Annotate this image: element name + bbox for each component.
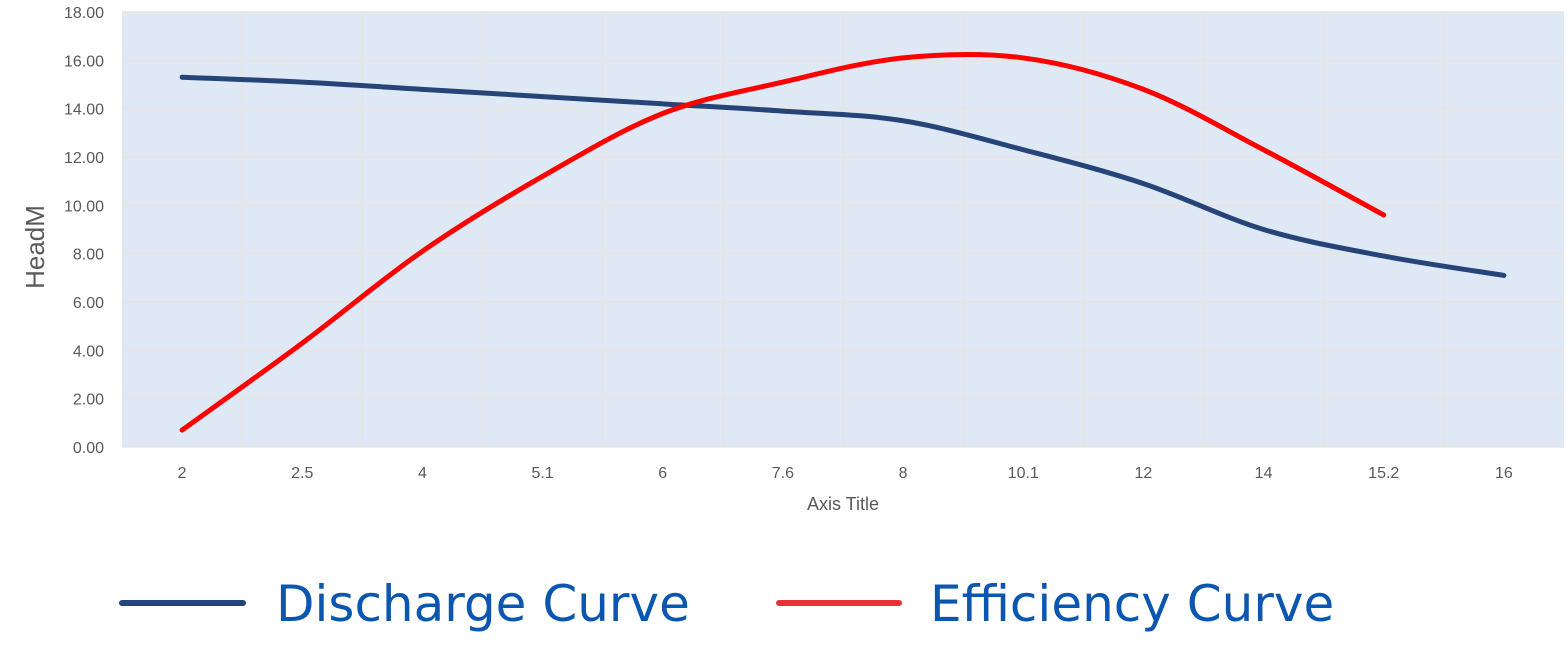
x-tick-label: 12	[1135, 465, 1153, 482]
y-tick-label: 6.00	[73, 295, 104, 312]
y-tick-label: 18.00	[64, 5, 104, 22]
y-tick-labels: 0.00 2.00 4.00 6.00 8.00 10.00 12.00 14.00 16.00…	[64, 5, 104, 457]
y-tick-label: 2.00	[73, 392, 104, 409]
legend-label-discharge: Discharge Curve	[276, 575, 690, 633]
y-tick-label: 14.00	[64, 102, 104, 119]
efficiency-curve-line	[179, 51, 1387, 433]
y-tick-label: 10.00	[64, 198, 104, 215]
x-tick-label: 14	[1255, 465, 1273, 482]
x-tick-label: 2.5	[291, 465, 313, 482]
x-tick-label: 15.2	[1368, 465, 1399, 482]
y-tick-label: 8.00	[73, 247, 104, 264]
series-lines	[179, 51, 1507, 433]
legend: Discharge Curve Efficiency Curve	[119, 575, 1334, 633]
x-tick-label: 4	[418, 465, 427, 482]
y-tick-label: 0.00	[73, 440, 104, 457]
x-axis-title: Axis Title	[807, 494, 879, 514]
x-tick-label: 5.1	[531, 465, 553, 482]
y-tick-label: 16.00	[64, 53, 104, 70]
x-tick-label: 7.6	[772, 465, 794, 482]
legend-label-efficiency: Efficiency Curve	[930, 575, 1334, 633]
discharge-curve-line	[179, 74, 1507, 278]
x-tick-label: 6	[658, 465, 667, 482]
x-tick-labels: 2 2.5 4 5.1 6 7.6 8 10.1 12 14 15.2 16	[178, 465, 1513, 482]
y-axis-title: HeadM	[20, 205, 50, 289]
x-tick-label: 10.1	[1008, 465, 1039, 482]
y-tick-label: 4.00	[73, 343, 104, 360]
x-tick-label: 16	[1495, 465, 1513, 482]
y-tick-label: 12.00	[64, 150, 104, 167]
x-tick-label: 2	[178, 465, 187, 482]
gridlines	[122, 11, 1564, 448]
x-tick-label: 8	[899, 465, 908, 482]
